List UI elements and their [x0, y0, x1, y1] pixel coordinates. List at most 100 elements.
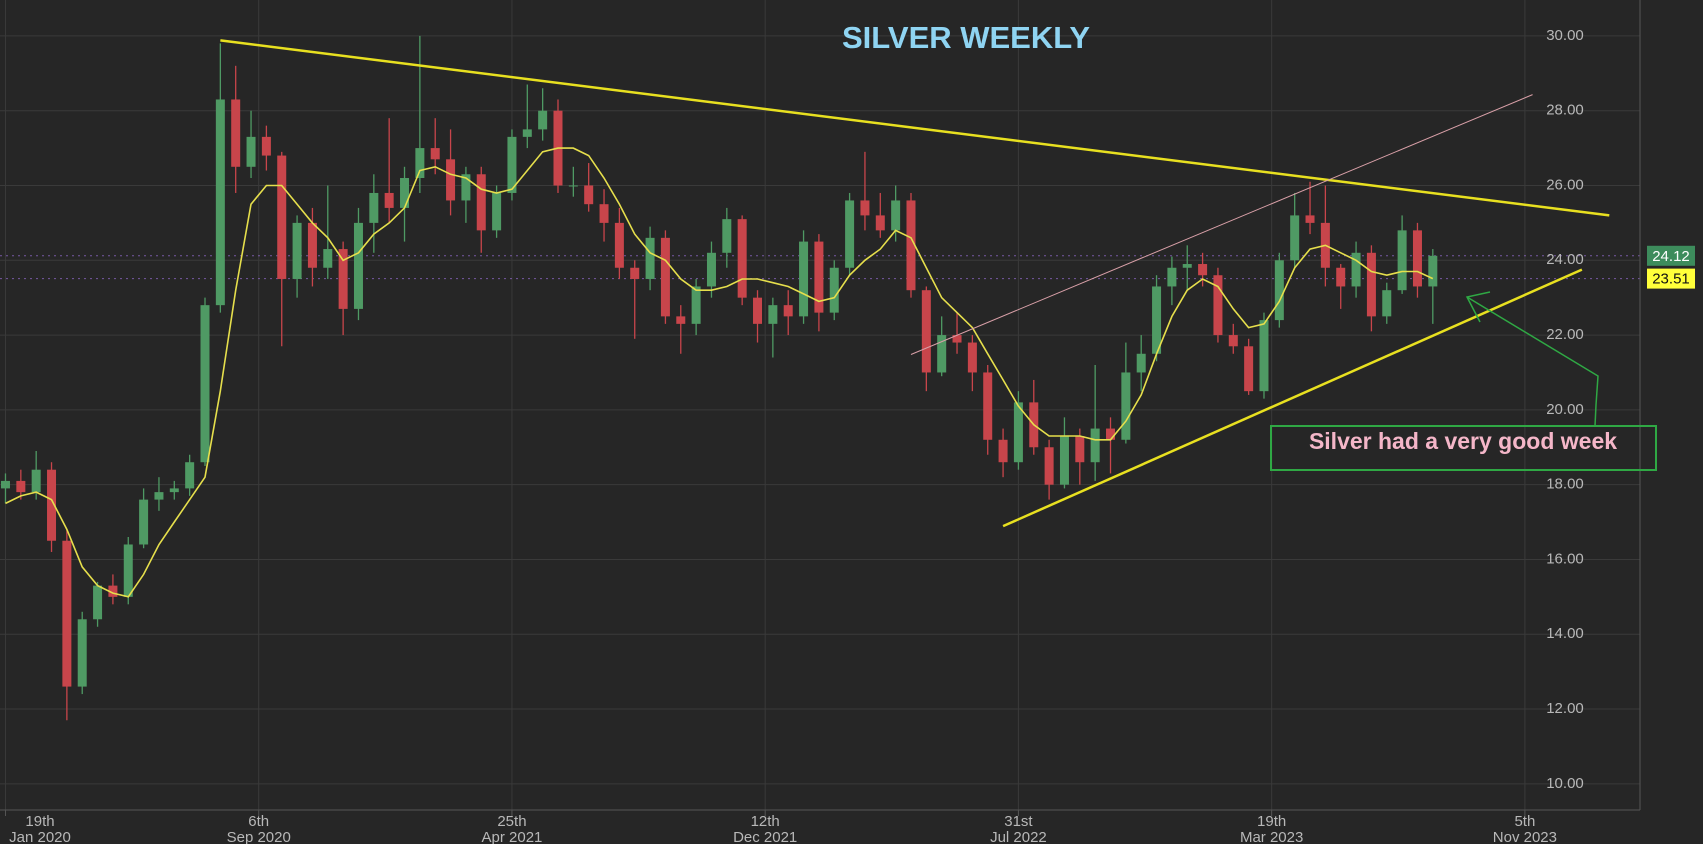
candle-body: [799, 241, 809, 317]
x-tick-label: Dec 2021: [733, 829, 797, 844]
candle-body: [1351, 252, 1361, 287]
candle-body: [231, 99, 241, 167]
candle-body: [906, 200, 916, 291]
annotation-box: [1270, 425, 1657, 471]
x-tick-label: 6th: [248, 813, 269, 830]
candle-body: [1366, 252, 1376, 317]
candle-body: [737, 219, 747, 298]
candle-body: [1244, 346, 1254, 392]
candle-body: [614, 222, 624, 268]
candle-body: [599, 204, 609, 223]
candle-body: [584, 185, 594, 205]
candle-body: [215, 99, 225, 306]
candle-body: [860, 200, 870, 216]
candle-body: [384, 192, 394, 208]
candle-body: [1336, 267, 1346, 287]
candle-body: [1412, 230, 1422, 287]
candle-body: [31, 469, 41, 493]
candle-body: [507, 136, 517, 193]
candle-body: [845, 200, 855, 268]
candle-body: [1182, 264, 1192, 268]
y-tick-label: 12.00: [1546, 700, 1584, 717]
candle-body: [476, 174, 486, 231]
candle-body: [154, 492, 164, 500]
y-tick-label: 16.00: [1546, 550, 1584, 567]
x-tick-label: Nov 2023: [1493, 829, 1557, 844]
candle-body: [998, 439, 1008, 463]
candle-body: [967, 342, 977, 373]
candle-body: [415, 148, 425, 179]
candle-body: [1013, 402, 1023, 463]
candle-body: [1121, 372, 1131, 440]
x-tick-label: Apr 2021: [482, 829, 543, 844]
x-tick-label: Jan 2020: [9, 829, 71, 844]
candle-body: [277, 155, 287, 279]
candle-body: [1397, 230, 1407, 291]
candle-body: [461, 174, 471, 201]
candle-body: [691, 286, 701, 324]
candle-body: [185, 462, 195, 489]
candle-body: [169, 488, 179, 493]
candle-body: [1274, 260, 1284, 321]
moving-average: [5, 147, 1434, 598]
axes: 10.00 12.00 14.00 16.00 18.00 20.00 22.00 24.00…: [4, 27, 1695, 844]
candle-body: [783, 305, 793, 317]
candle-body: [400, 178, 410, 208]
candle-body: [323, 249, 333, 268]
x-tick-label: Jul 2022: [990, 829, 1047, 844]
candle-body: [645, 237, 655, 279]
trendline: [1002, 268, 1583, 528]
candle-body: [522, 129, 532, 137]
candle-body: [1106, 428, 1116, 440]
candle-body: [47, 469, 57, 541]
y-tick-label: 18.00: [1546, 476, 1584, 493]
candle-body: [353, 222, 363, 309]
candle-body: [1044, 447, 1054, 485]
annotation: Silver had a very good week: [1270, 291, 1657, 471]
candle-body: [200, 305, 210, 463]
candle-body: [937, 335, 947, 373]
candle-body: [1090, 428, 1100, 463]
candle-body: [77, 619, 87, 687]
y-tick-label: 28.00: [1546, 102, 1584, 119]
x-tick-label: 12th: [751, 813, 780, 830]
candle-body: [1259, 320, 1269, 392]
x-tick-label: 25th: [497, 813, 526, 830]
y-tick-label: 24.00: [1546, 251, 1584, 268]
price-tag: [1647, 268, 1695, 289]
candle-body: [307, 222, 317, 268]
candle-body: [62, 540, 72, 687]
candle-body: [1198, 264, 1208, 276]
y-tick-label: 14.00: [1546, 625, 1584, 642]
candle-body: [1305, 215, 1315, 223]
candle-body: [983, 372, 993, 440]
y-tick-label: 20.00: [1546, 401, 1584, 418]
candle-body: [108, 585, 118, 597]
candle-body: [1136, 353, 1146, 373]
candle-body: [446, 159, 456, 201]
candle-body: [369, 192, 379, 223]
candle-body: [1167, 267, 1177, 287]
y-tick-label: 30.00: [1546, 27, 1584, 44]
y-tick-label: 26.00: [1546, 176, 1584, 193]
x-tick-label: 19th: [1257, 813, 1286, 830]
candle-body: [1228, 335, 1238, 347]
x-tick-label: 5th: [1514, 813, 1535, 830]
candle-body: [492, 192, 502, 231]
candle-body: [630, 267, 640, 279]
price-tag-label: 24.12: [1652, 248, 1690, 265]
x-tick-label: 31st: [1004, 813, 1033, 830]
candle-body: [676, 316, 686, 324]
candle-body: [660, 237, 670, 317]
candle-body: [768, 305, 778, 324]
candle-body: [891, 200, 901, 231]
annotation-arrow: [1466, 296, 1599, 427]
candle-body: [430, 148, 440, 160]
candle-body: [829, 267, 839, 313]
candle-body: [0, 480, 10, 489]
candle-body: [538, 110, 548, 130]
candle-body: [1382, 290, 1392, 317]
